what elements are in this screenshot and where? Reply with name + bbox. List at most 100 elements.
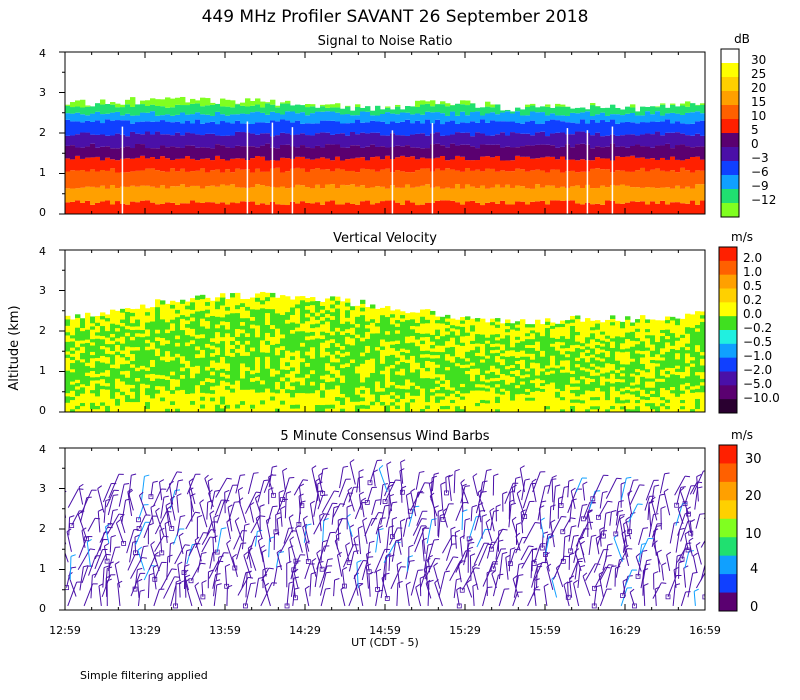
snr-cell	[415, 113, 421, 121]
velocity-cell	[180, 333, 186, 338]
velocity-cell	[490, 396, 496, 400]
velocity-cell	[425, 394, 431, 399]
velocity-cell	[160, 307, 166, 312]
snr-cell	[200, 106, 206, 115]
snr-cell	[455, 103, 461, 116]
snr-y-tick-label: 3	[39, 86, 46, 99]
velocity-cell	[240, 404, 246, 409]
velocity-cell	[440, 332, 446, 337]
velocity-cell	[290, 310, 296, 315]
velocity-cell	[295, 350, 301, 355]
velocity-cell	[225, 351, 231, 356]
velocity-cell	[110, 381, 116, 386]
velocity-cell	[175, 353, 181, 358]
velocity-cell	[120, 398, 126, 403]
velocity-cell	[470, 377, 476, 382]
velocity-cell	[380, 377, 386, 382]
velocity-cell	[660, 366, 666, 370]
velocity-cell	[160, 322, 166, 327]
velocity-cell	[480, 387, 486, 391]
velocity-cell	[415, 395, 421, 400]
snr-cell	[220, 172, 226, 185]
velocity-cell	[535, 405, 541, 410]
snr-cell	[215, 111, 221, 125]
velocity-cell	[310, 362, 316, 367]
velocity-cell	[575, 366, 581, 371]
velocity-cell	[465, 399, 471, 403]
velocity-cell	[75, 324, 81, 328]
snr-cell	[125, 104, 131, 114]
velocity-cell	[465, 386, 471, 391]
velocity-cell	[560, 366, 566, 370]
velocity-cell	[115, 358, 121, 362]
velocity-cell	[360, 385, 366, 390]
snr-cell	[70, 113, 76, 122]
velocity-cell	[575, 389, 581, 394]
velocity-cell	[230, 293, 236, 298]
snr-cell	[490, 168, 496, 188]
snr-cell	[115, 172, 121, 189]
velocity-cell	[565, 344, 571, 349]
velocity-cell	[515, 333, 521, 337]
velocity-cell	[590, 335, 596, 340]
velocity-cell	[485, 388, 491, 392]
velocity-cell	[455, 372, 461, 376]
snr-cell	[325, 144, 331, 159]
velocity-cell	[305, 309, 311, 314]
velocity-cell	[635, 328, 641, 332]
velocity-cell	[525, 327, 531, 331]
velocity-cell	[375, 315, 381, 320]
velocity-cell	[640, 315, 646, 319]
velocity-cell	[525, 397, 531, 401]
velocity-cell	[370, 325, 376, 330]
snr-cell	[355, 172, 361, 187]
velocity-cell	[545, 387, 551, 391]
velocity-cell	[70, 399, 76, 404]
velocity-cell	[240, 351, 246, 356]
velocity-cell	[560, 378, 566, 382]
velocity-cell	[600, 325, 606, 329]
snr-cell	[520, 186, 526, 202]
velocity-cell	[465, 357, 471, 362]
snr-cell	[320, 106, 326, 112]
velocity-cell	[600, 376, 606, 380]
velocity-cell	[70, 371, 76, 376]
velocity-cell	[190, 377, 196, 383]
velocity-cell	[665, 354, 671, 359]
velocity-cell	[110, 384, 116, 389]
velocity-cell	[330, 327, 336, 332]
velocity-cell	[405, 382, 411, 387]
velocity-cell	[655, 332, 661, 336]
velocity-cell	[335, 381, 341, 386]
velocity-cell	[560, 341, 566, 346]
velocity-cell	[160, 326, 166, 331]
velocity-cell	[90, 373, 96, 378]
velocity-cell	[375, 346, 381, 351]
snr-cell	[225, 99, 231, 107]
velocity-cell	[145, 405, 151, 409]
snr-cell	[310, 113, 316, 124]
velocity-cell	[480, 349, 486, 354]
velocity-cell	[300, 377, 306, 382]
velocity-cell	[160, 389, 166, 394]
velocity-cell	[670, 389, 676, 394]
velocity-cell	[600, 355, 606, 359]
velocity-cell	[310, 392, 316, 398]
velocity-cell	[110, 350, 116, 355]
velocity-cell	[335, 308, 341, 313]
velocity-cell	[505, 402, 511, 407]
velocity-cell	[80, 377, 86, 382]
snr-cell	[255, 104, 261, 112]
velocity-cell	[380, 363, 386, 368]
velocity-cell	[285, 346, 291, 351]
velocity-cell	[605, 375, 611, 379]
velocity-cell	[160, 363, 166, 368]
snr-cell	[475, 202, 481, 214]
velocity-cell	[400, 408, 406, 412]
velocity-cell	[195, 295, 201, 300]
snr-cell	[190, 185, 196, 201]
snr-cell	[535, 201, 541, 214]
velocity-cell	[195, 326, 201, 331]
snr-cell	[590, 204, 596, 214]
velocity-cell	[610, 395, 616, 400]
